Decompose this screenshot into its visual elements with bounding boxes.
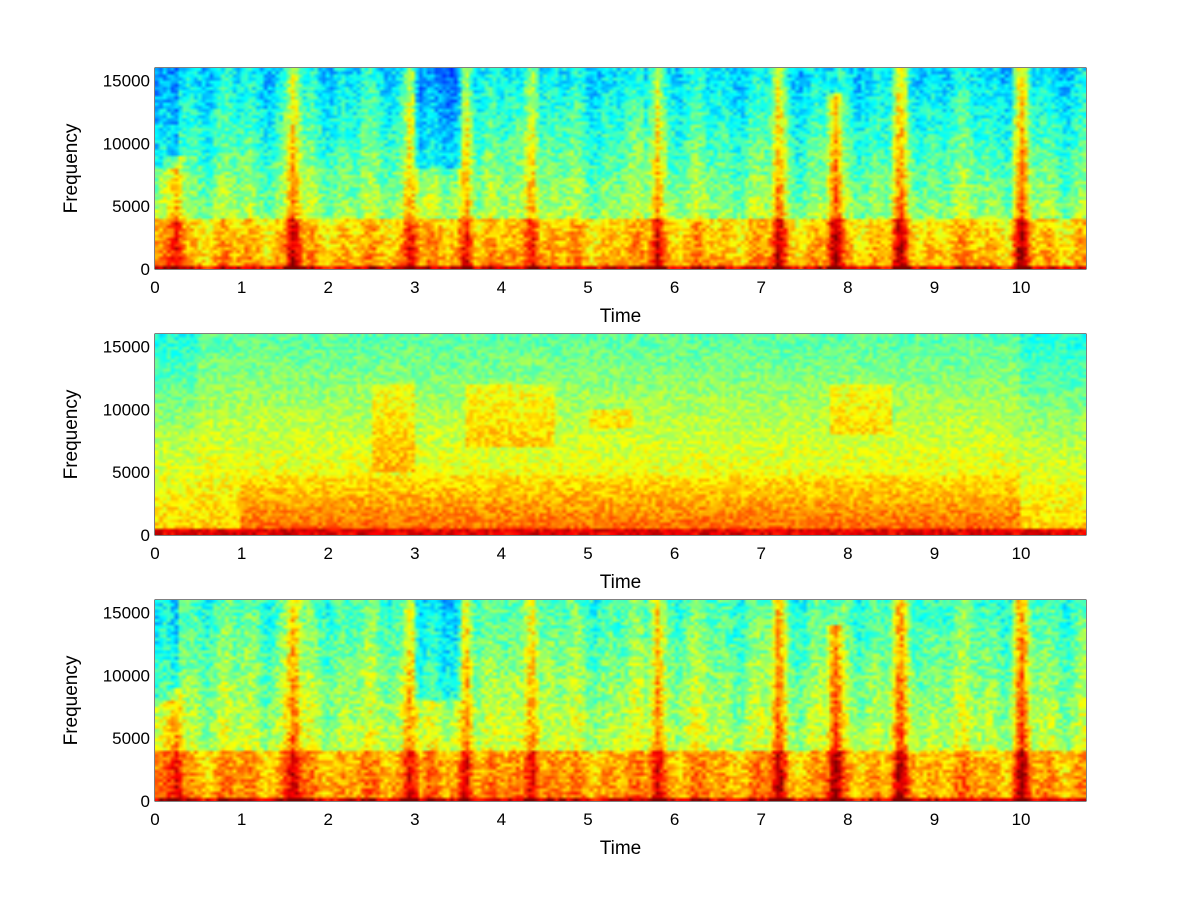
x-tick-label: 5 <box>583 810 592 829</box>
x-tick-label: 4 <box>497 544 506 563</box>
x-tick-label: 0 <box>150 544 159 563</box>
y-tick-label: 5000 <box>112 197 150 216</box>
x-tick-label: 9 <box>930 810 939 829</box>
y-tick-label: 15000 <box>103 72 150 91</box>
x-tick-label: 6 <box>670 544 679 563</box>
spectrogram-panel-3: 0 1 2 3 4 5 6 7 8 9 10 0 5000 10000 15000 Time Frequency <box>61 599 1087 859</box>
x-tick-label: 9 <box>930 544 939 563</box>
y-tick-label: 10000 <box>103 400 150 419</box>
y-axis-label: Frequency <box>61 123 82 213</box>
x-tick-label: 7 <box>756 544 765 563</box>
y-tick-label: 5000 <box>112 463 150 482</box>
spectrogram-image <box>155 68 1086 269</box>
x-tick-label: 3 <box>410 810 419 829</box>
x-tick-label: 4 <box>497 278 506 297</box>
spectrogram-image <box>155 600 1086 801</box>
x-tick-label: 10 <box>1012 278 1031 297</box>
x-tick-label: 8 <box>843 810 852 829</box>
x-tick-label: 7 <box>756 278 765 297</box>
x-tick-label: 3 <box>410 544 419 563</box>
y-tick-label: 10000 <box>103 666 150 685</box>
x-tick-label: 5 <box>583 544 592 563</box>
x-tick-label: 0 <box>150 810 159 829</box>
x-tick-label: 7 <box>756 810 765 829</box>
x-tick-label: 9 <box>930 278 939 297</box>
x-tick-label: 6 <box>670 810 679 829</box>
x-tick-label: 2 <box>323 544 332 563</box>
y-tick-label: 15000 <box>103 338 150 357</box>
x-tick-label: 1 <box>237 278 246 297</box>
x-tick-label: 0 <box>150 278 159 297</box>
x-tick-label: 4 <box>497 810 506 829</box>
x-axis-label: Time <box>600 306 642 327</box>
x-axis-label: Time <box>600 572 642 593</box>
x-tick-label: 8 <box>843 278 852 297</box>
y-axis-label: Frequency <box>61 655 82 745</box>
x-tick-label: 5 <box>583 278 592 297</box>
y-tick-label: 0 <box>141 260 150 279</box>
x-tick-label: 2 <box>323 810 332 829</box>
y-tick-label: 0 <box>141 526 150 545</box>
x-tick-label: 2 <box>323 278 332 297</box>
y-tick-label: 5000 <box>112 729 150 748</box>
y-tick-label: 15000 <box>103 604 150 623</box>
x-tick-label: 10 <box>1012 810 1031 829</box>
y-axis-label: Frequency <box>61 389 82 479</box>
x-tick-label: 1 <box>237 544 246 563</box>
x-tick-label: 6 <box>670 278 679 297</box>
x-axis-label: Time <box>600 838 642 859</box>
x-tick-label: 8 <box>843 544 852 563</box>
spectrogram-image <box>155 334 1086 535</box>
x-tick-label: 1 <box>237 810 246 829</box>
x-tick-label: 3 <box>410 278 419 297</box>
y-tick-label: 0 <box>141 792 150 811</box>
x-tick-label: 10 <box>1012 544 1031 563</box>
y-tick-label: 10000 <box>103 134 150 153</box>
